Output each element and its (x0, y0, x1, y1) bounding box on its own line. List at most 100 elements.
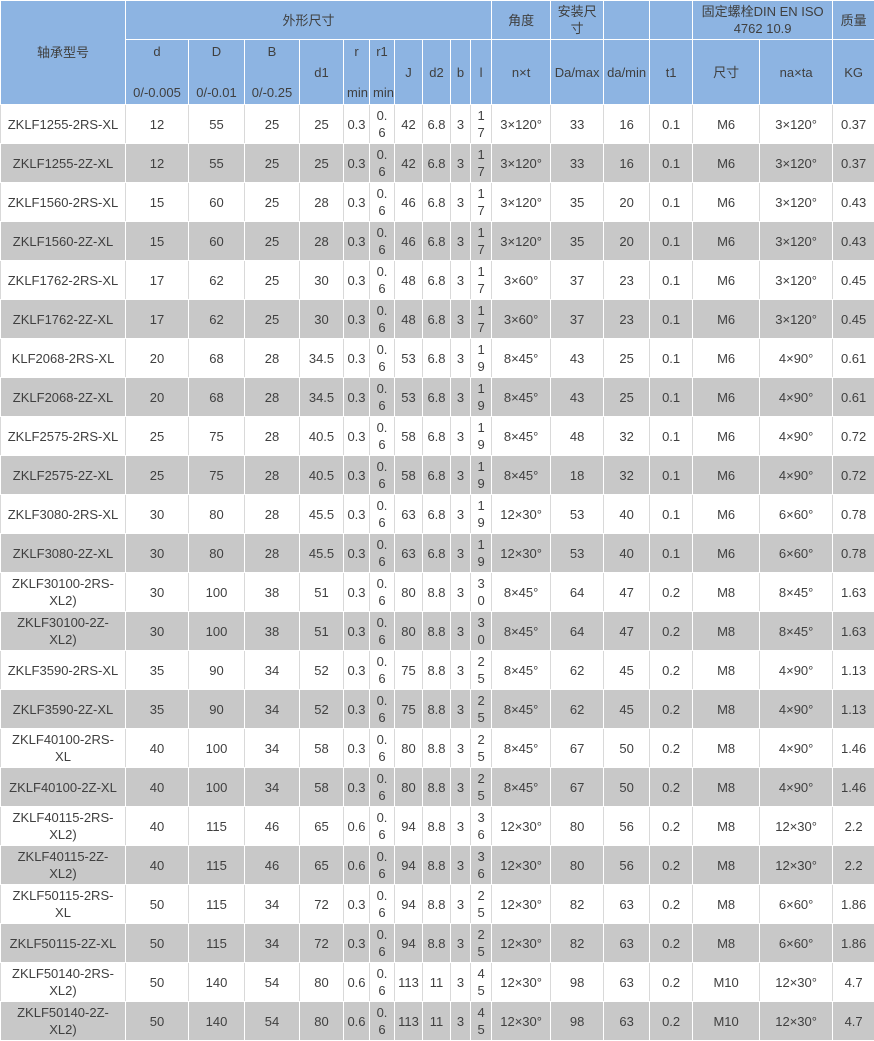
value-cell: 72 (300, 924, 344, 963)
header-blank-da (604, 1, 650, 40)
value-cell: 32 (604, 456, 650, 495)
header-d-label: d (129, 43, 185, 60)
value-cell: 3×60° (492, 300, 551, 339)
value-cell: 80 (300, 963, 344, 1002)
value-cell: 25 (471, 885, 492, 924)
value-cell: 3 (451, 534, 471, 573)
value-cell: 8.8 (423, 573, 451, 612)
value-cell: 65 (300, 846, 344, 885)
header-d-tolerance: 0/-0.005 (129, 84, 185, 101)
value-cell: 40 (604, 534, 650, 573)
value-cell: 8×45° (492, 612, 551, 651)
value-cell: 30 (126, 612, 189, 651)
value-cell: 20 (604, 183, 650, 222)
value-cell: 12×30° (492, 534, 551, 573)
value-cell: 100 (189, 768, 245, 807)
header-d1: d1 (300, 40, 344, 105)
value-cell: 0.6 (370, 144, 395, 183)
value-cell: 12×30° (760, 1002, 833, 1041)
value-cell: 36 (471, 807, 492, 846)
value-cell: 80 (395, 768, 423, 807)
value-cell: 3 (451, 1002, 471, 1041)
value-cell: 0.2 (650, 885, 693, 924)
value-cell: 0.6 (370, 690, 395, 729)
value-cell: 12×30° (492, 885, 551, 924)
value-cell: M6 (693, 495, 760, 534)
header-bolt-size: 尺寸 (693, 40, 760, 105)
header-sub-row: d 0/-0.005 D 0/-0.01 B 0/-0.25 d1 r (1, 40, 874, 105)
value-cell: 0.6 (370, 534, 395, 573)
value-cell: 63 (604, 963, 650, 1002)
value-cell: 25 (126, 417, 189, 456)
value-cell: 43 (551, 339, 604, 378)
value-cell: 0.1 (650, 105, 693, 144)
value-cell: 0.61 (833, 378, 874, 417)
value-cell: 4×90° (760, 729, 833, 768)
value-cell: 25 (245, 222, 300, 261)
value-cell: 3×120° (492, 144, 551, 183)
value-cell: 94 (395, 807, 423, 846)
value-cell: 40 (126, 846, 189, 885)
value-cell: 40 (126, 768, 189, 807)
value-cell: 8×45° (492, 339, 551, 378)
value-cell: 20 (126, 339, 189, 378)
value-cell: 82 (551, 885, 604, 924)
value-cell: 12×30° (492, 495, 551, 534)
value-cell: M6 (693, 417, 760, 456)
value-cell: 115 (189, 846, 245, 885)
model-cell: KLF2068-2RS-XL (1, 339, 126, 378)
value-cell: 37 (551, 300, 604, 339)
value-cell: 3×60° (492, 261, 551, 300)
value-cell: 11 (423, 963, 451, 1002)
value-cell: 63 (604, 885, 650, 924)
header-r1: r1 min (370, 40, 395, 105)
value-cell: 0.3 (344, 690, 370, 729)
model-cell: ZKLF3080-2Z-XL (1, 534, 126, 573)
value-cell: 25 (471, 651, 492, 690)
value-cell: 16 (604, 105, 650, 144)
value-cell: 33 (551, 105, 604, 144)
value-cell: 53 (395, 378, 423, 417)
value-cell: 3×120° (760, 261, 833, 300)
value-cell: 3 (451, 222, 471, 261)
value-cell: 0.6 (370, 885, 395, 924)
value-cell: 0.61 (833, 339, 874, 378)
value-cell: 3×120° (760, 300, 833, 339)
value-cell: 17 (126, 300, 189, 339)
value-cell: 28 (245, 417, 300, 456)
value-cell: 17 (471, 105, 492, 144)
value-cell: 54 (245, 963, 300, 1002)
value-cell: 38 (245, 612, 300, 651)
value-cell: 4×90° (760, 339, 833, 378)
value-cell: 55 (189, 144, 245, 183)
value-cell: 0.1 (650, 417, 693, 456)
value-cell: M6 (693, 222, 760, 261)
value-cell: 34 (245, 768, 300, 807)
header-r: r min (344, 40, 370, 105)
value-cell: 100 (189, 573, 245, 612)
value-cell: 115 (189, 924, 245, 963)
value-cell: M8 (693, 573, 760, 612)
value-cell: 16 (604, 144, 650, 183)
value-cell: 0.3 (344, 612, 370, 651)
value-cell: 55 (189, 105, 245, 144)
header-naxta: na×ta (760, 40, 833, 105)
value-cell: 8×45° (492, 573, 551, 612)
value-cell: 62 (189, 261, 245, 300)
value-cell: 0.6 (344, 807, 370, 846)
value-cell: 0.6 (344, 1002, 370, 1041)
value-cell: 25 (471, 768, 492, 807)
value-cell: 0.3 (344, 885, 370, 924)
value-cell: 1.86 (833, 924, 874, 963)
value-cell: 40.5 (300, 456, 344, 495)
value-cell: 0.3 (344, 534, 370, 573)
value-cell: 6.8 (423, 105, 451, 144)
header-B-tolerance: 0/-0.25 (248, 84, 296, 101)
value-cell: 8.8 (423, 846, 451, 885)
model-cell: ZKLF30100-2Z-XL2) (1, 612, 126, 651)
